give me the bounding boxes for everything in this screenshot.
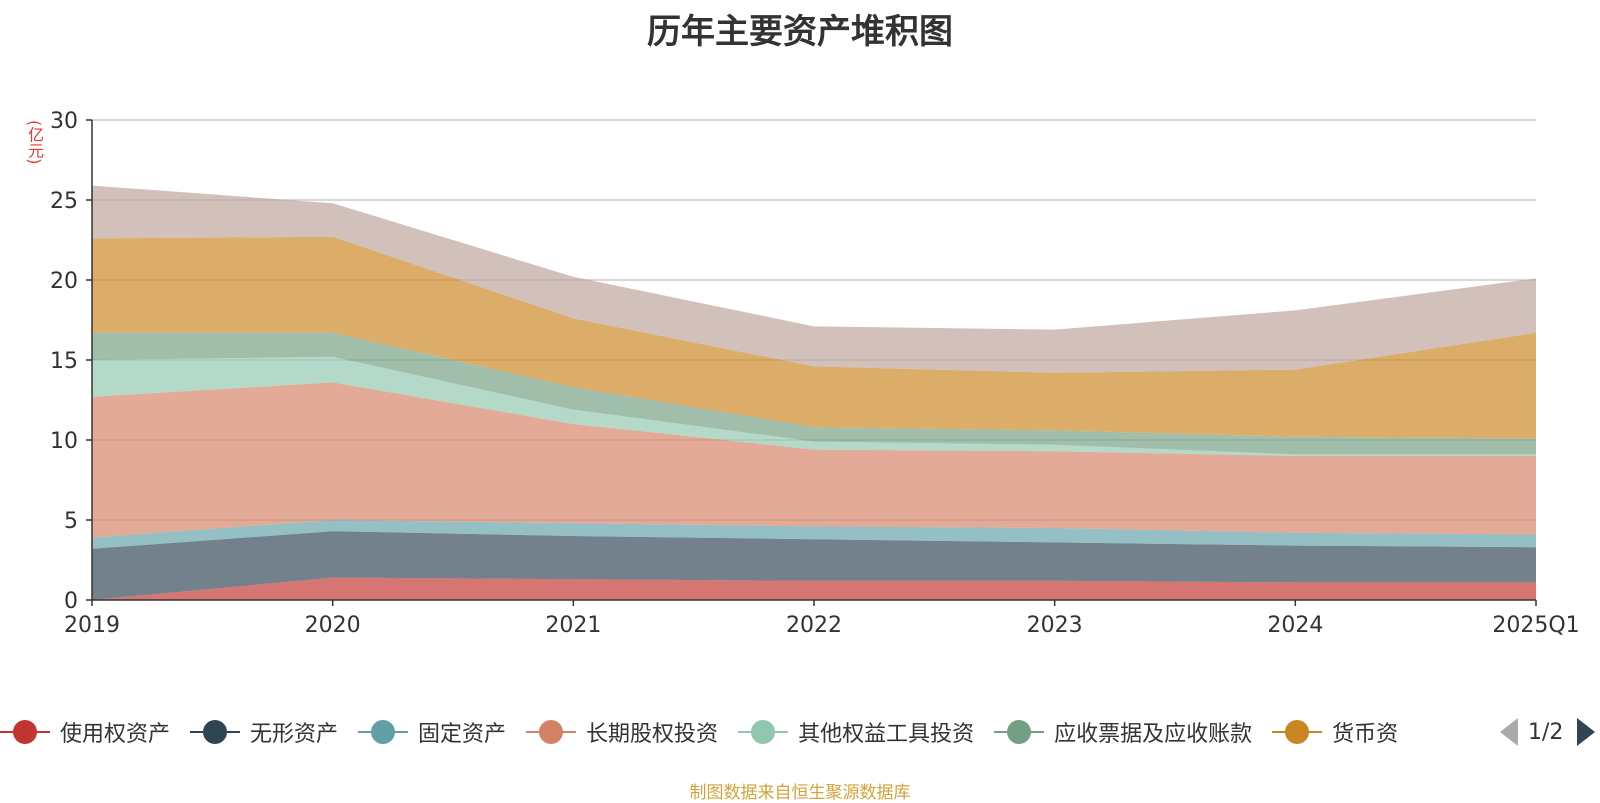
legend-label: 应收票据及应收账款: [1054, 722, 1253, 747]
y-tick-label: 5: [64, 509, 78, 534]
data-source-note: 制图数据来自恒生聚源数据库: [689, 783, 911, 803]
legend-marker-icon: [526, 720, 577, 744]
legend-item[interactable]: 长期股权投资: [526, 716, 718, 748]
y-tick-label: 0: [64, 589, 78, 614]
legend-label: 固定资产: [418, 722, 507, 747]
area-series: [92, 520, 1536, 549]
area-series: [92, 577, 1536, 600]
x-tick-label: 2023: [1027, 613, 1083, 638]
x-tick-label: 2025Q1: [1492, 613, 1579, 638]
x-tick-label: 2019: [64, 613, 120, 638]
legend-label: 使用权资产: [60, 722, 171, 747]
legend-item[interactable]: 其他权益工具投资: [738, 716, 974, 748]
y-tick-label: 10: [50, 429, 78, 454]
legend-prev-arrow-icon[interactable]: [1500, 718, 1518, 746]
x-tick-label: 2022: [786, 613, 842, 638]
legend-next-arrow-icon[interactable]: [1577, 718, 1596, 746]
legend-marker-icon: [994, 720, 1045, 744]
legend-marker-icon: [190, 720, 241, 744]
x-tick-label: 2020: [305, 613, 361, 638]
legend-label: 货币资: [1332, 722, 1399, 747]
chart-title: 历年主要资产堆积图: [647, 12, 953, 52]
legend-label: 长期股权投资: [586, 722, 719, 747]
x-tick-label: 2024: [1267, 613, 1323, 638]
legend-item[interactable]: 固定资产: [358, 716, 506, 748]
legend-item[interactable]: 货币资: [1272, 716, 1398, 748]
legend-item[interactable]: 应收票据及应收账款: [994, 716, 1252, 748]
area-series: [92, 236, 1536, 439]
legend-marker-icon: [358, 720, 409, 744]
legend-pager: 1/2: [1500, 718, 1596, 746]
y-tick-label: 15: [50, 349, 78, 374]
area-series: [92, 356, 1536, 456]
legend-item[interactable]: 使用权资产: [0, 716, 170, 748]
legend-label: 其他权益工具投资: [798, 722, 975, 747]
legend-marker-icon: [0, 720, 50, 744]
legend-label: 无形资产: [250, 722, 339, 747]
area-series: [92, 531, 1536, 600]
legend-page-indicator: 1/2: [1528, 719, 1564, 745]
legend-item[interactable]: 无形资产: [190, 716, 338, 748]
y-axis-unit-label: (亿元): [25, 120, 44, 165]
area-series: [92, 382, 1536, 538]
legend-marker-icon: [1272, 720, 1323, 744]
stacked-area-chart: 0 5 10 15 20 25 30 2019 2020 2021 2022 2023 2024 2025…: [50, 109, 1580, 638]
area-series: [92, 332, 1536, 455]
x-tick-label: 2021: [545, 613, 601, 638]
legend-marker-icon: [738, 720, 789, 744]
y-tick-label: 30: [50, 109, 78, 134]
chart-legend: 使用权资产 无形资产 固定资产 长期股权投资 其他权益工具投资 应收票据及应收账款 货币资: [0, 712, 1600, 752]
area-series: [92, 185, 1536, 373]
y-tick-label: 20: [50, 269, 78, 294]
y-tick-label: 25: [50, 189, 78, 214]
